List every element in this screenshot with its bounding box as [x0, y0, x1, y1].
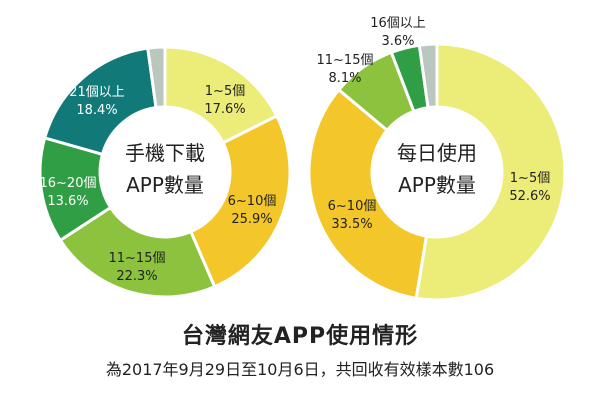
slice-label: 6~10個: [228, 194, 277, 209]
slice-6~10個: [188, 113, 292, 289]
slice-value: 22.3%: [116, 269, 157, 284]
slice-value: 13.6%: [47, 194, 88, 209]
chart-title: 台灣網友APP使用情形: [181, 324, 419, 349]
slice-value: 3.6%: [381, 34, 414, 49]
center-label: APP數量: [398, 173, 476, 197]
slice-value: 8.1%: [328, 71, 361, 86]
slice-1~5個: [414, 42, 567, 302]
slice-value: 52.6%: [509, 189, 550, 204]
slice-label: 1~5個: [205, 84, 245, 99]
slice-label: 16~20個: [40, 176, 97, 191]
slice-other: [417, 42, 439, 110]
slice-label: 11~15個: [317, 53, 374, 68]
slice-label: 6~10個: [328, 199, 377, 214]
slice-6~10個: [307, 87, 429, 301]
slice-value: 25.9%: [231, 212, 272, 227]
slice-label: 1~5個: [510, 171, 550, 186]
center-label: 每日使用: [397, 141, 477, 165]
center-label: 手機下載: [125, 141, 205, 165]
slice-label: 11~15個: [109, 251, 166, 266]
center-label: APP數量: [126, 173, 204, 197]
chart-subtitle: 為2017年9月29日至10月6日，共回收有效樣本數106: [105, 360, 495, 379]
donut-chart-1: 1~5個 17.6% 6~10個 25.9% 11~15個 22.3% 16~20個 13.6…: [38, 45, 292, 299]
slice-label: 16個以上: [370, 16, 426, 31]
slice-11~15個: [58, 205, 217, 299]
donut-charts: 1~5個 17.6% 6~10個 25.9% 11~15個 22.3% 16~20個 13.6…: [38, 16, 567, 302]
slice-value: 33.5%: [331, 217, 372, 232]
slice-label: 21個以上: [69, 85, 125, 100]
slice-21個以上: [42, 46, 158, 157]
slice-value: 17.6%: [204, 102, 245, 117]
slice-other: [146, 45, 167, 110]
slice-value: 18.4%: [76, 103, 117, 118]
donut-chart-2: 1~5個 52.6% 6~10個 33.5% 11~15個 8.1% 16個以上 3.6% 每日…: [307, 16, 567, 302]
